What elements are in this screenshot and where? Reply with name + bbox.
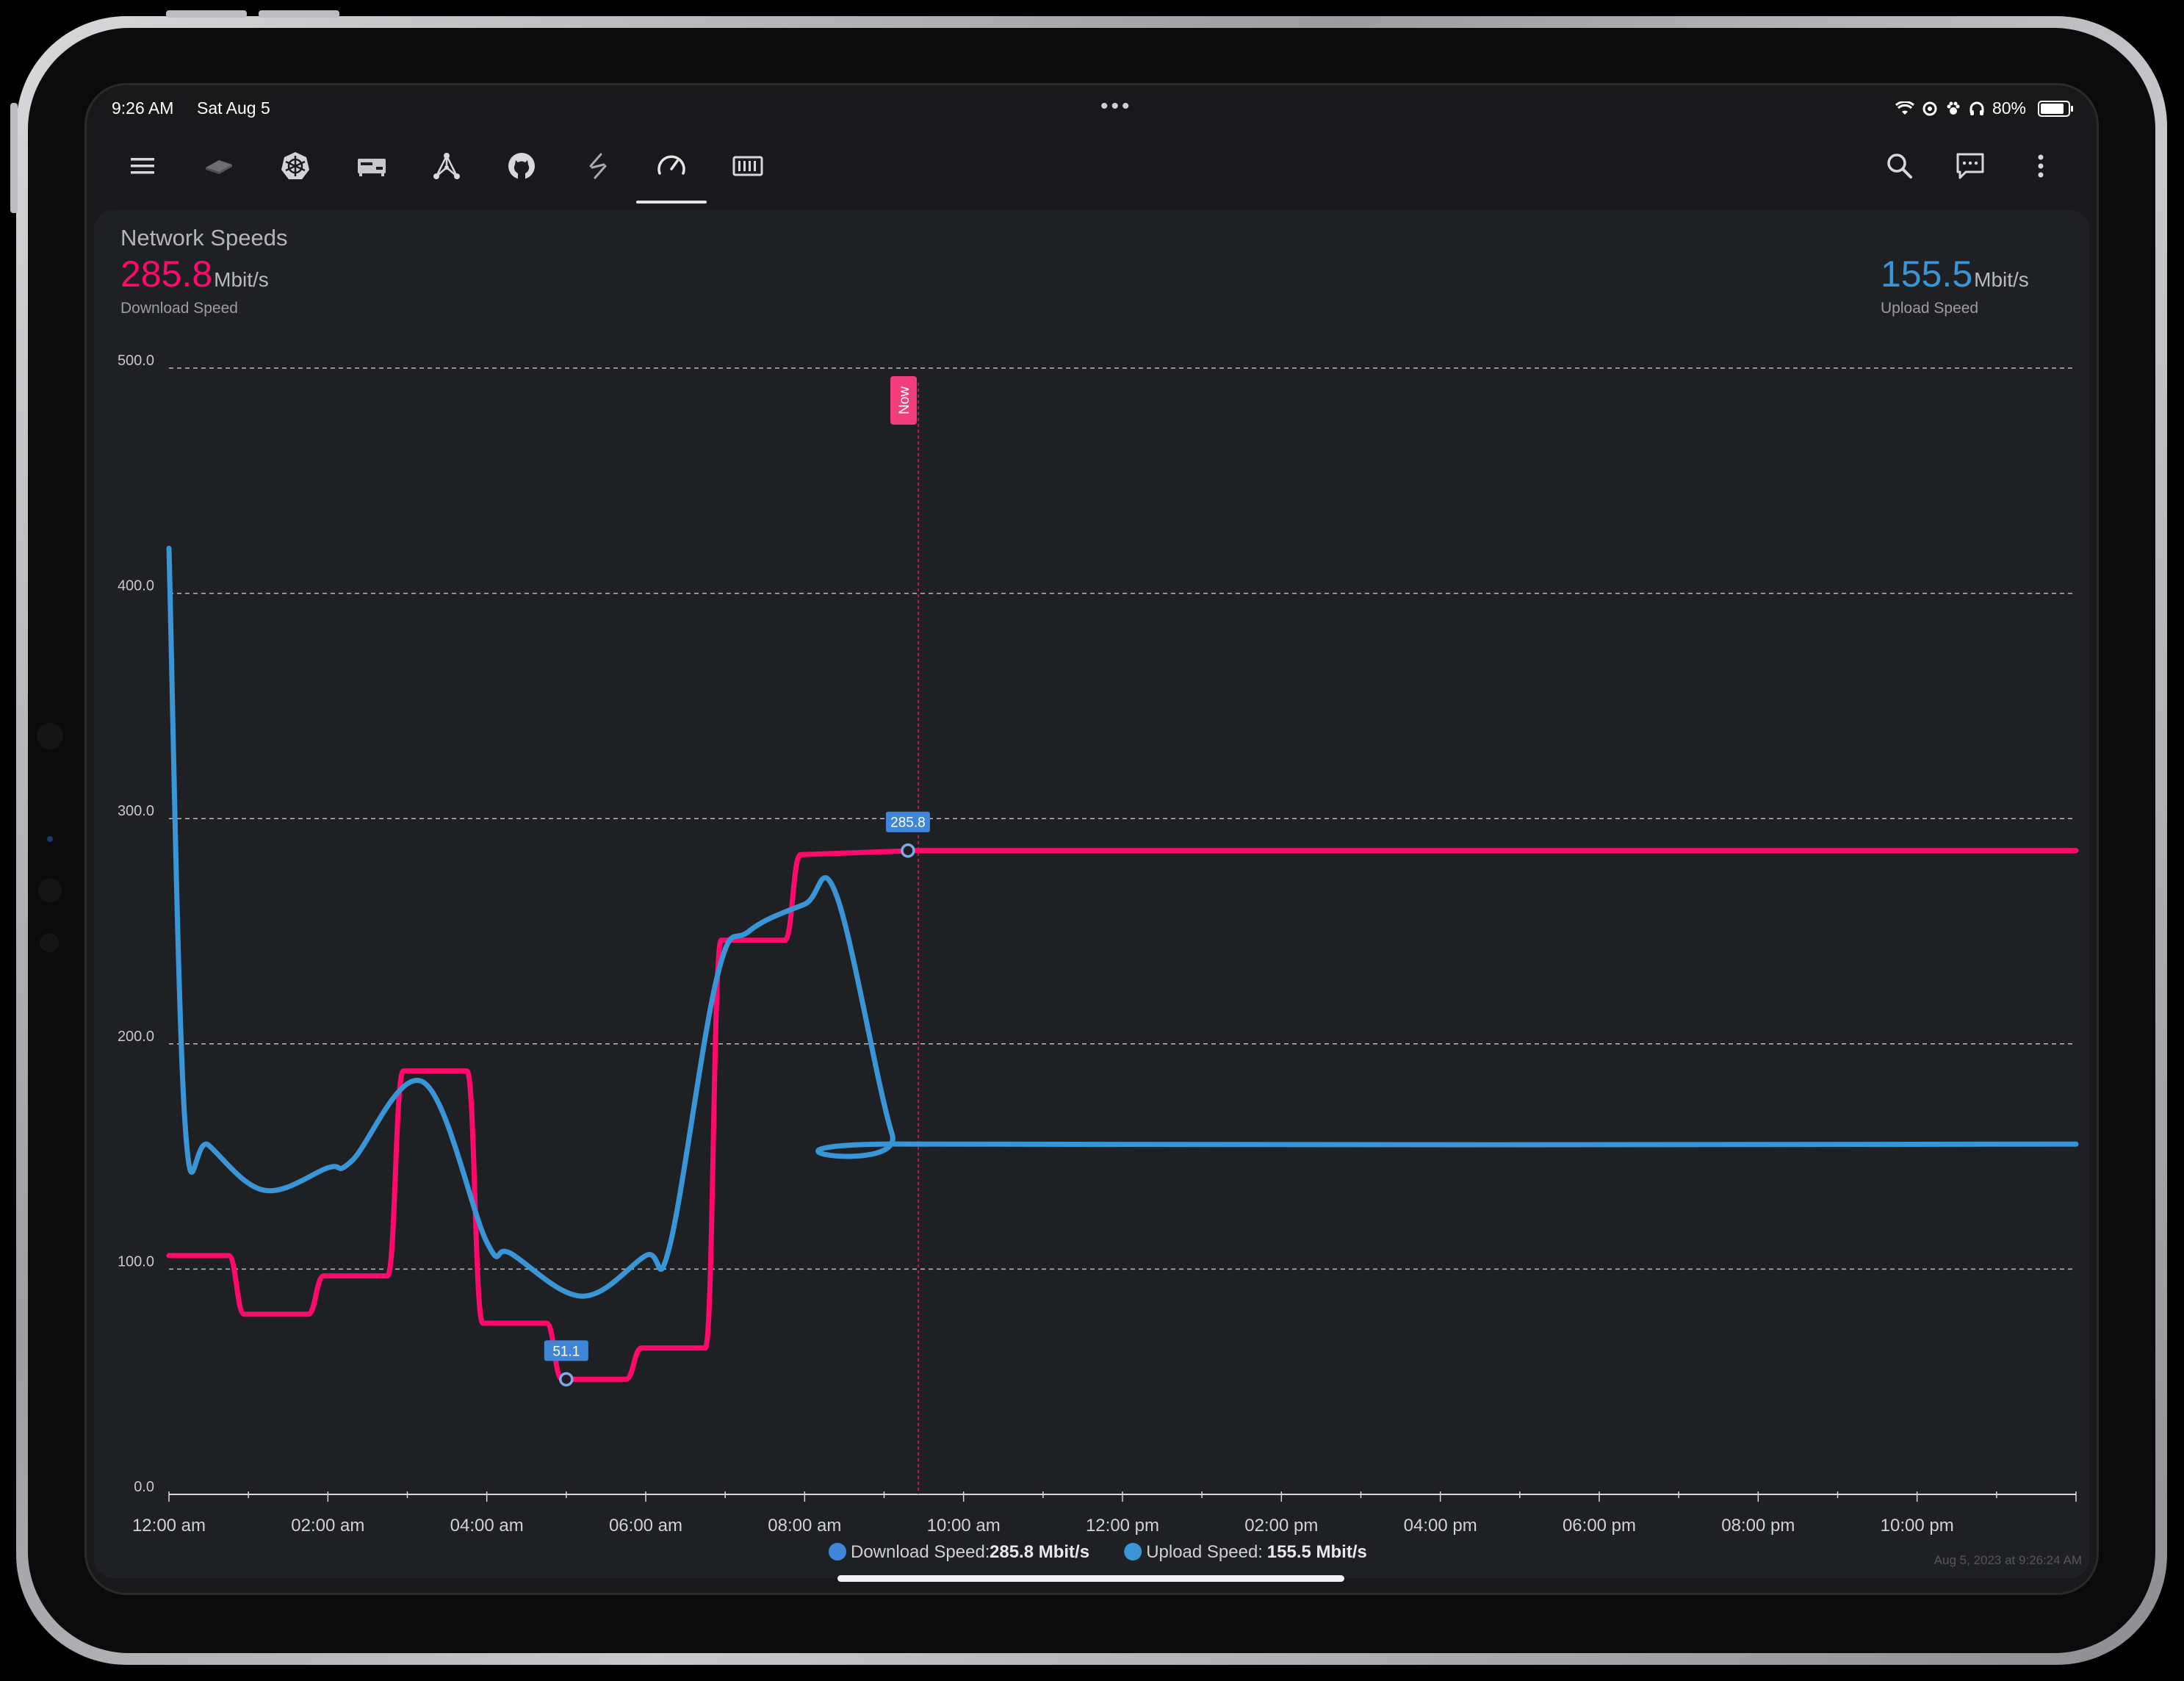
top-button-1	[166, 10, 247, 18]
download-summary: 285.8 Mbit/s	[120, 253, 269, 295]
legend-download-value: 285.8 Mbit/s	[990, 1542, 1089, 1562]
wifi-icon	[1895, 101, 1914, 115]
upload-marker-point	[901, 843, 915, 858]
upload-series-line	[166, 545, 2079, 1299]
screen: 9:26 AM Sat Aug 5 ••• 80%	[87, 85, 2097, 1593]
side-button	[10, 103, 18, 213]
ram-icon[interactable]	[727, 145, 768, 187]
upload-summary: 155.5 Mbit/s	[1881, 253, 2029, 295]
x-tick-label: 02:00 am	[291, 1516, 364, 1536]
sensor-dot-3	[47, 836, 53, 842]
speed-chart[interactable]: 0.0 100.0 200.0 300.0 400.0 500.0 12:00 am 02:0…	[94, 210, 2089, 1578]
download-unit: Mbit/s	[214, 268, 269, 291]
battery-percent: 80%	[1992, 98, 2026, 118]
x-tick-label: 12:00 am	[132, 1516, 206, 1536]
status-right: 80%	[1895, 98, 2073, 118]
legend-download-dot	[829, 1543, 846, 1561]
top-button-2	[259, 10, 339, 18]
download-marker-label: 51.1	[552, 1344, 580, 1359]
card-title: Network Speeds	[120, 225, 288, 251]
x-tick-label: 08:00 am	[768, 1516, 841, 1536]
y-tick-label: 400.0	[118, 578, 154, 594]
x-tick-label: 06:00 pm	[1563, 1516, 1636, 1536]
speedometer-icon[interactable]	[651, 145, 692, 187]
home-indicator[interactable]	[837, 1575, 1344, 1582]
download-marker-badge	[544, 1340, 588, 1361]
slash-icon[interactable]	[577, 145, 619, 187]
battery-icon	[2038, 100, 2073, 117]
upload-label: Upload Speed	[1881, 300, 1979, 317]
paw-icon	[1947, 101, 1960, 115]
comment-icon[interactable]	[1950, 145, 1991, 187]
upload-value: 155.5	[1881, 253, 1973, 295]
x-tick-label: 02:00 pm	[1244, 1516, 1318, 1536]
legend-download-label: Download Speed:	[851, 1542, 990, 1562]
x-tick-label: 04:00 pm	[1404, 1516, 1477, 1536]
sensor-dot-2	[40, 933, 59, 952]
kubernetes-icon[interactable]	[275, 145, 316, 187]
camera-dot	[37, 723, 63, 749]
menu-icon[interactable]	[122, 145, 163, 187]
toolbar	[87, 128, 2097, 207]
y-tick-label: 100.0	[118, 1253, 154, 1270]
active-tab-indicator	[636, 201, 707, 204]
github-icon[interactable]	[501, 145, 542, 187]
graph-icon[interactable]	[426, 145, 467, 187]
x-tick-label: 06:00 am	[609, 1516, 682, 1536]
location-lock-icon	[1922, 101, 1937, 115]
download-marker-point	[559, 1372, 574, 1387]
y-tick-label: 0.0	[134, 1479, 154, 1495]
status-time: 9:26 AM	[112, 98, 174, 118]
headphones-icon	[1969, 101, 1984, 115]
y-tick-label: 300.0	[118, 803, 154, 819]
now-label: Now	[897, 386, 912, 414]
sensor-dot-1	[38, 879, 62, 902]
legend-upload-label: Upload Speed:	[1146, 1542, 1263, 1562]
multitasking-dots[interactable]: •••	[1100, 94, 1133, 118]
download-series-line	[166, 848, 2079, 1382]
now-badge	[890, 376, 918, 425]
status-bar: 9:26 AM Sat Aug 5 ••• 80%	[112, 94, 2073, 123]
x-tick-label: 12:00 pm	[1086, 1516, 1159, 1536]
x-tick-label: 08:00 pm	[1721, 1516, 1795, 1536]
upload-marker-badge	[885, 811, 930, 832]
legend-upload-value: 155.5 Mbit/s	[1267, 1542, 1367, 1562]
upload-unit: Mbit/s	[1974, 268, 2029, 291]
y-tick-label: 500.0	[118, 353, 154, 369]
y-tick-label: 200.0	[118, 1029, 154, 1045]
x-tick-label: 10:00 am	[927, 1516, 1001, 1536]
x-tick-label: 04:00 am	[450, 1516, 524, 1536]
more-vert-icon[interactable]	[2020, 145, 2061, 187]
server-icon[interactable]	[351, 145, 392, 187]
search-icon[interactable]	[1879, 145, 1920, 187]
status-date: Sat Aug 5	[197, 98, 270, 118]
download-value: 285.8	[120, 253, 213, 295]
legend-upload-dot	[1124, 1543, 1142, 1561]
upload-marker-label: 285.8	[890, 816, 926, 831]
timestamp: Aug 5, 2023 at 9:26:24 AM	[1933, 1553, 2082, 1567]
x-tick-label: 10:00 pm	[1881, 1516, 1954, 1536]
device-icon[interactable]	[198, 145, 239, 187]
download-label: Download Speed	[120, 300, 238, 317]
network-speeds-card: Network Speeds 285.8 Mbit/s Download Spe…	[94, 210, 2089, 1578]
